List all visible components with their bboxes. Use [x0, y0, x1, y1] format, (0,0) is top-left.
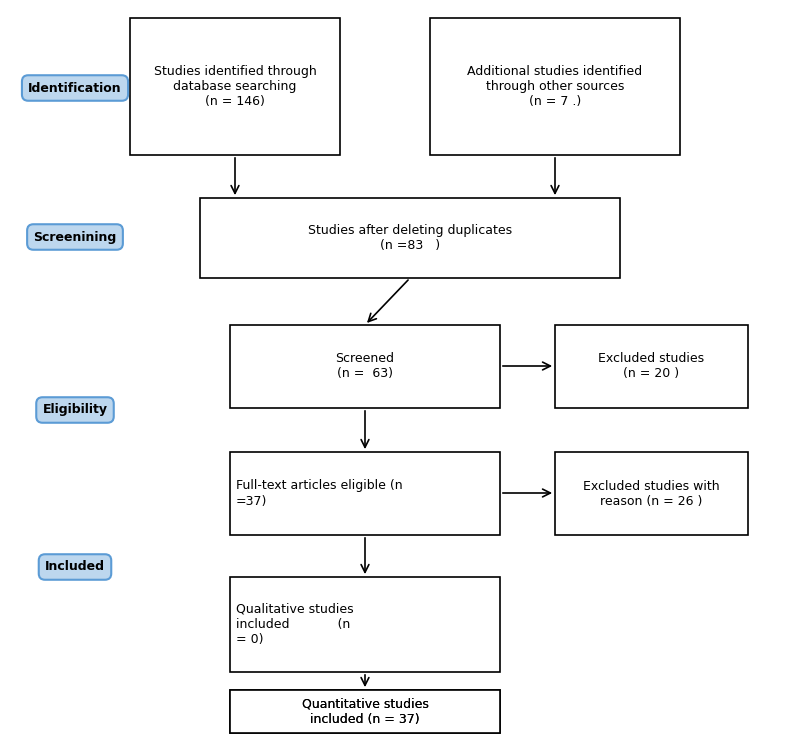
- Text: Quantitative studies
included (n = 37): Quantitative studies included (n = 37): [301, 697, 428, 725]
- Text: Identification: Identification: [28, 81, 122, 94]
- Text: Quantitative studies
included (n = 37): Quantitative studies included (n = 37): [301, 697, 428, 725]
- Text: Screened
(n =  63): Screened (n = 63): [335, 353, 394, 381]
- FancyBboxPatch shape: [230, 690, 500, 733]
- Text: Excluded studies with
reason (n = 26 ): Excluded studies with reason (n = 26 ): [583, 480, 720, 508]
- FancyBboxPatch shape: [230, 690, 500, 733]
- Text: Full-text articles eligible (n
=37): Full-text articles eligible (n =37): [236, 480, 402, 508]
- Text: Studies identified through
database searching
(n = 146): Studies identified through database sear…: [154, 65, 317, 108]
- FancyBboxPatch shape: [230, 577, 500, 672]
- FancyBboxPatch shape: [430, 18, 680, 155]
- Text: Excluded studies
(n = 20 ): Excluded studies (n = 20 ): [599, 353, 705, 381]
- Text: Included: Included: [45, 560, 105, 573]
- Text: Screenining: Screenining: [33, 230, 116, 244]
- Text: Qualitative studies
included            (n
= 0): Qualitative studies included (n = 0): [236, 603, 354, 646]
- Text: Studies after deleting duplicates
(n =83   ): Studies after deleting duplicates (n =83…: [308, 224, 512, 252]
- Text: Additional studies identified
through other sources
(n = 7 .): Additional studies identified through ot…: [468, 65, 642, 108]
- FancyBboxPatch shape: [200, 198, 620, 278]
- Text: Eligibility: Eligibility: [43, 404, 107, 416]
- FancyBboxPatch shape: [555, 325, 748, 408]
- FancyBboxPatch shape: [230, 452, 500, 535]
- FancyBboxPatch shape: [555, 452, 748, 535]
- FancyBboxPatch shape: [130, 18, 340, 155]
- FancyBboxPatch shape: [230, 325, 500, 408]
